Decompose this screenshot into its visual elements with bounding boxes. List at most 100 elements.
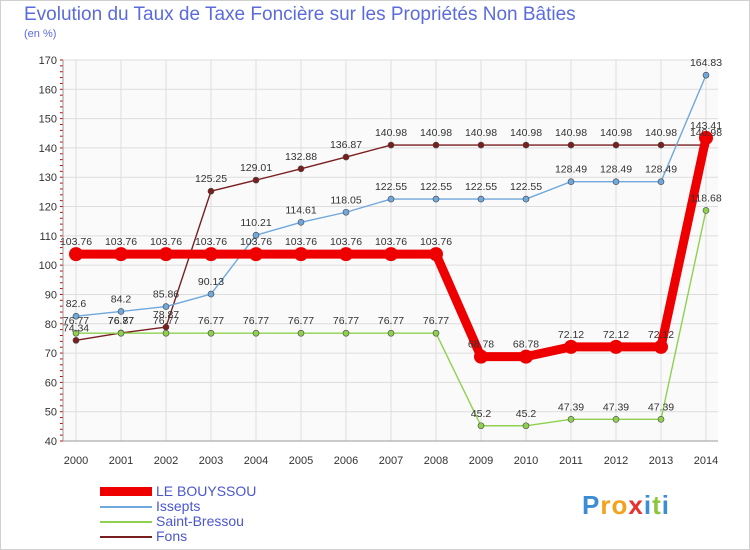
y-tick-label: 150 <box>39 114 57 126</box>
data-point-saint-bressou <box>612 416 620 423</box>
data-label-fons: 136.87 <box>330 139 362 151</box>
legend-swatch-issepts <box>100 505 152 508</box>
x-tick-label: 2000 <box>64 455 88 467</box>
data-label-le-bouyssou: 68.78 <box>513 339 539 351</box>
data-label-le-bouyssou: 103.76 <box>375 236 407 248</box>
data-point-issepts <box>252 231 260 239</box>
data-point-issepts <box>297 219 305 226</box>
logo-letter: P <box>582 490 601 520</box>
data-point-saint-bressou <box>252 329 260 337</box>
x-tick-label: 2011 <box>559 455 583 467</box>
data-label-fons: 76.87 <box>108 315 134 327</box>
data-point-le-bouyssou <box>249 247 263 262</box>
data-point-saint-bressou <box>207 329 215 337</box>
data-label-le-bouyssou: 68.78 <box>468 339 494 351</box>
data-label-saint-bressou: 45.2 <box>516 408 537 420</box>
logo-letter: x <box>628 490 644 520</box>
data-point-le-bouyssou <box>699 130 713 145</box>
data-label-issepts: 90.13 <box>198 276 224 288</box>
data-label-issepts: 122.55 <box>420 181 452 193</box>
data-point-fons <box>567 141 575 149</box>
y-tick-label: 100 <box>39 260 57 272</box>
data-point-issepts <box>117 308 125 315</box>
data-point-le-bouyssou <box>384 247 398 262</box>
data-label-saint-bressou: 76.77 <box>288 315 314 327</box>
data-point-le-bouyssou <box>69 247 83 262</box>
data-label-fons: 140.98 <box>375 127 407 139</box>
data-point-issepts <box>522 195 530 203</box>
data-point-fons <box>432 141 440 149</box>
data-point-issepts <box>702 71 710 79</box>
legend-swatch-saint-bressou <box>100 520 152 523</box>
x-tick-label: 2005 <box>289 455 313 467</box>
legend-item-le-bouyssou: LE BOUYSSOU <box>100 484 256 499</box>
data-label-issepts: 122.55 <box>465 181 497 193</box>
data-label-le-bouyssou: 143.41 <box>690 120 722 132</box>
data-point-issepts <box>567 178 575 185</box>
data-point-issepts <box>207 290 215 298</box>
data-label-saint-bressou: 76.77 <box>378 315 404 327</box>
data-point-fons <box>297 165 305 173</box>
data-label-issepts: 128.49 <box>645 164 677 176</box>
legend-swatch-le-bouyssou <box>100 487 152 496</box>
data-point-le-bouyssou <box>609 339 623 354</box>
data-point-fons <box>342 153 350 161</box>
logo-letter: t <box>652 490 662 520</box>
data-point-saint-bressou <box>162 329 170 337</box>
data-point-fons <box>387 141 395 149</box>
data-point-saint-bressou <box>387 329 395 337</box>
data-label-fons: 125.25 <box>195 173 227 185</box>
y-tick-label: 110 <box>39 231 57 243</box>
x-tick-label: 2014 <box>694 455 718 467</box>
data-label-issepts: 84.2 <box>111 293 132 305</box>
x-tick-label: 2004 <box>244 455 268 467</box>
logo-letter: r <box>600 490 612 520</box>
legend-label: Saint-Bressou <box>156 513 244 529</box>
x-tick-label: 2009 <box>469 455 493 467</box>
data-label-le-bouyssou: 72.12 <box>558 329 584 341</box>
data-point-issepts <box>342 208 350 216</box>
legend-swatch-fons <box>100 535 152 538</box>
data-point-le-bouyssou <box>519 349 533 364</box>
y-tick-label: 80 <box>45 319 57 331</box>
data-point-le-bouyssou <box>474 349 488 364</box>
data-label-fons: 132.88 <box>285 151 317 163</box>
data-label-saint-bressou: 76.77 <box>198 315 224 327</box>
data-point-issepts <box>432 195 440 203</box>
data-point-issepts <box>72 312 80 320</box>
data-point-fons <box>657 141 665 149</box>
data-label-saint-bressou: 45.2 <box>471 408 492 420</box>
x-tick-label: 2008 <box>424 455 448 467</box>
logo-letter: i <box>661 490 670 520</box>
data-label-issepts: 114.61 <box>285 204 316 216</box>
x-tick-label: 2006 <box>334 455 358 467</box>
data-label-issepts: 122.55 <box>510 181 542 193</box>
data-label-le-bouyssou: 103.76 <box>60 236 92 248</box>
y-tick-label: 140 <box>39 143 57 155</box>
data-point-le-bouyssou <box>159 247 173 262</box>
legend-label: Issepts <box>156 498 201 514</box>
data-point-saint-bressou <box>702 207 710 214</box>
data-point-le-bouyssou <box>204 247 218 262</box>
y-tick-label: 170 <box>39 55 57 67</box>
data-label-le-bouyssou: 103.76 <box>330 236 362 248</box>
legend-label: LE BOUYSSOU <box>156 483 257 499</box>
data-label-issepts: 82.6 <box>66 298 87 310</box>
y-tick-label: 120 <box>39 202 57 214</box>
data-label-fons: 140.98 <box>510 127 542 139</box>
data-label-saint-bressou: 76.77 <box>243 315 269 327</box>
x-tick-label: 2010 <box>514 455 538 467</box>
y-tick-label: 70 <box>45 348 57 360</box>
chart-subtitle: (en %) <box>24 28 57 40</box>
x-tick-label: 2007 <box>379 455 403 467</box>
data-point-le-bouyssou <box>654 339 668 354</box>
data-point-saint-bressou <box>657 416 665 423</box>
data-label-issepts: 128.49 <box>600 164 632 176</box>
data-label-issepts: 128.49 <box>555 164 587 176</box>
data-point-fons <box>522 141 530 149</box>
x-tick-label: 2013 <box>649 455 673 467</box>
data-label-saint-bressou: 47.39 <box>603 401 629 413</box>
y-tick-label: 130 <box>39 172 57 184</box>
data-label-saint-bressou: 47.39 <box>648 401 674 413</box>
